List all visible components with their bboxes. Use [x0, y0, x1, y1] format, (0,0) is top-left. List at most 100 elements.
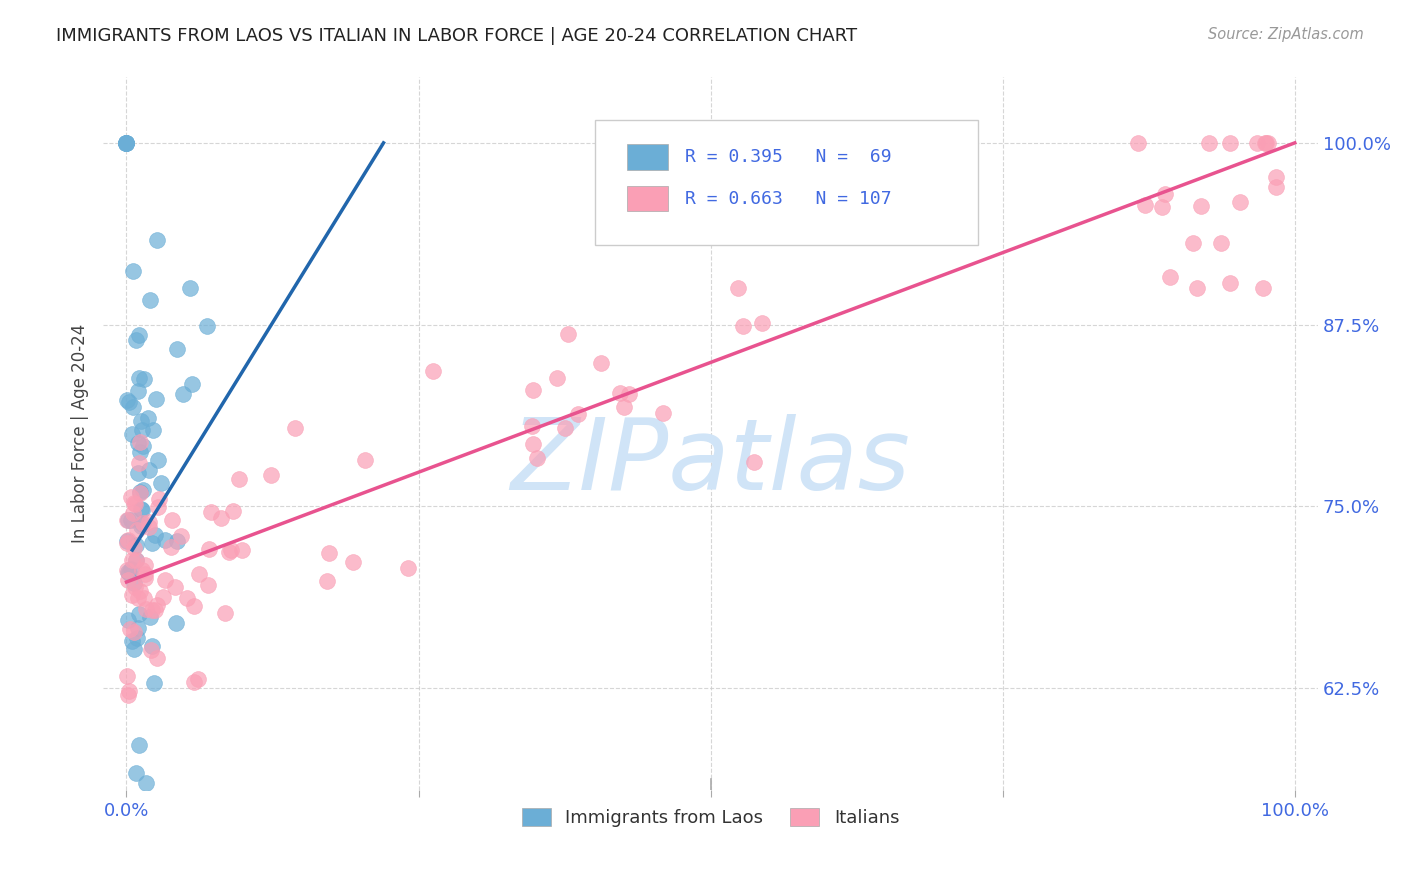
Point: [132, 439, 155, 453]
Point: [135, 602, 157, 616]
Point: [129, 519, 152, 533]
Point: [183, 674, 205, 689]
Legend: Immigrants from Laos, Italians: Immigrants from Laos, Italians: [515, 800, 907, 834]
Point: [121, 426, 143, 441]
Point: [200, 504, 222, 518]
Text: ZIPatlas: ZIPatlas: [510, 414, 911, 511]
Point: [148, 491, 170, 506]
Point: [115, 136, 138, 150]
Point: [520, 418, 543, 433]
Point: [165, 615, 187, 630]
Bar: [627, 186, 668, 211]
Point: [121, 588, 143, 602]
Point: [132, 483, 155, 497]
Point: [117, 669, 139, 683]
Y-axis label: In Labor Force | Age 20-24: In Labor Force | Age 20-24: [72, 324, 89, 543]
Point: [128, 607, 150, 621]
Point: [115, 136, 138, 150]
Point: [1229, 195, 1251, 210]
Point: [146, 500, 169, 514]
Point: [132, 516, 155, 530]
Point: [115, 136, 138, 150]
Point: [121, 553, 143, 567]
Point: [117, 533, 139, 547]
Point: [727, 281, 749, 295]
Point: [166, 342, 188, 356]
Point: [422, 364, 444, 378]
Point: [613, 400, 636, 414]
Point: [557, 327, 579, 342]
Point: [197, 541, 219, 556]
Point: [131, 563, 153, 577]
Point: [1257, 136, 1279, 150]
Point: [135, 775, 157, 789]
Point: [118, 395, 141, 409]
Point: [1265, 180, 1288, 194]
Point: [160, 541, 183, 555]
Point: [160, 513, 183, 527]
Point: [127, 436, 149, 450]
Point: [181, 376, 204, 391]
Point: [122, 401, 145, 415]
Point: [1150, 200, 1173, 214]
Point: [127, 591, 149, 606]
Point: [129, 414, 152, 428]
Point: [146, 233, 169, 247]
Point: [128, 456, 150, 470]
Point: [115, 513, 138, 527]
Point: [1253, 136, 1275, 150]
Point: [1159, 270, 1181, 285]
Point: [260, 467, 283, 482]
Point: [315, 574, 337, 588]
Point: [1246, 136, 1268, 150]
Point: [554, 421, 576, 435]
Point: [170, 528, 193, 542]
Point: [141, 603, 163, 617]
Point: [120, 490, 142, 504]
Text: R = 0.395   N =  69: R = 0.395 N = 69: [685, 148, 891, 166]
Point: [125, 333, 148, 347]
Point: [115, 136, 138, 150]
Point: [131, 503, 153, 517]
Point: [124, 580, 146, 594]
Point: [141, 639, 163, 653]
Point: [1198, 136, 1220, 150]
Point: [143, 527, 166, 541]
Point: [115, 534, 138, 549]
Point: [146, 651, 169, 665]
Text: IMMIGRANTS FROM LAOS VS ITALIAN IN LABOR FORCE | AGE 20-24 CORRELATION CHART: IMMIGRANTS FROM LAOS VS ITALIAN IN LABOR…: [56, 27, 858, 45]
Point: [115, 136, 138, 150]
Point: [1133, 198, 1156, 212]
Point: [609, 385, 631, 400]
Point: [742, 455, 765, 469]
Point: [124, 497, 146, 511]
Point: [751, 316, 773, 330]
Point: [128, 485, 150, 500]
Point: [522, 383, 544, 397]
Point: [148, 452, 170, 467]
Point: [131, 423, 153, 437]
Point: [731, 318, 754, 333]
FancyBboxPatch shape: [595, 120, 979, 245]
Point: [115, 136, 138, 150]
Point: [136, 410, 159, 425]
Point: [546, 371, 568, 385]
Point: [122, 541, 145, 555]
Point: [139, 610, 162, 624]
Point: [138, 515, 160, 529]
Point: [145, 598, 167, 612]
Point: [115, 392, 138, 407]
Point: [522, 437, 544, 451]
Text: Source: ZipAtlas.com: Source: ZipAtlas.com: [1208, 27, 1364, 42]
Point: [117, 573, 139, 587]
Point: [138, 462, 160, 476]
Point: [134, 566, 156, 581]
Point: [153, 533, 176, 548]
Point: [117, 565, 139, 579]
Point: [134, 558, 156, 573]
Point: [118, 622, 141, 636]
Point: [127, 621, 149, 635]
Point: [195, 318, 218, 333]
Point: [128, 484, 150, 499]
Point: [183, 599, 205, 613]
